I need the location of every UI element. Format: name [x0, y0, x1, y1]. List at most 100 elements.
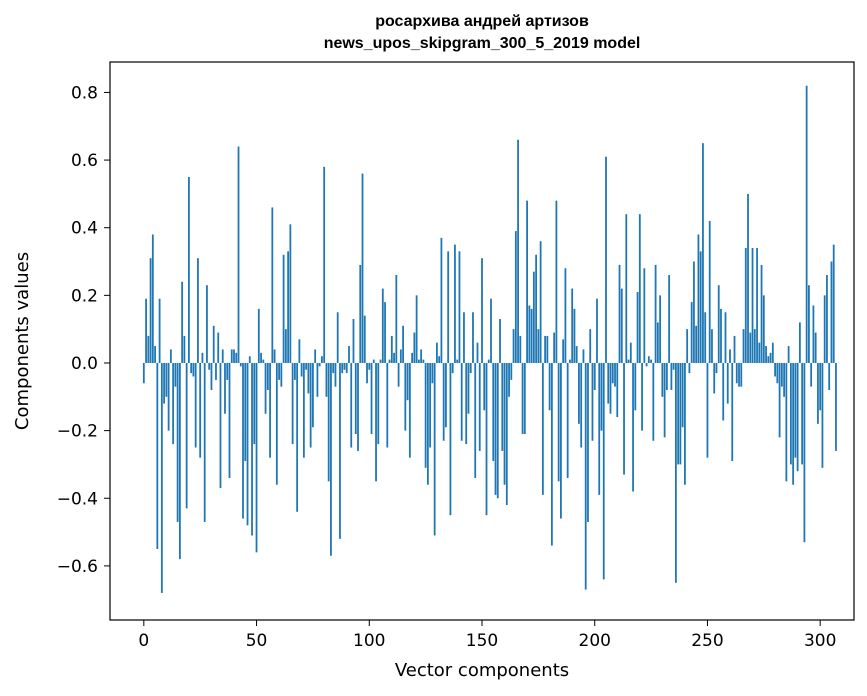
bar: [681, 362, 684, 428]
bar: [302, 362, 305, 458]
bar: [309, 362, 312, 448]
bar: [528, 305, 531, 363]
bar: [720, 308, 722, 363]
bar: [607, 362, 610, 404]
bar: [348, 346, 350, 363]
bar: [634, 362, 637, 411]
bar: [548, 362, 551, 411]
bar: [233, 349, 235, 363]
bar: [325, 362, 328, 397]
bar: [291, 362, 294, 445]
bar: [465, 362, 468, 445]
bar: [467, 362, 470, 414]
bar: [702, 143, 704, 363]
bar: [440, 237, 443, 363]
bar: [411, 352, 414, 363]
bar: [275, 362, 278, 485]
bar: [512, 329, 515, 363]
bar: [334, 362, 337, 387]
bar: [402, 325, 404, 363]
bar: [244, 362, 247, 462]
bar: [596, 298, 598, 363]
bar: [260, 352, 262, 363]
bar: [167, 362, 170, 431]
bar: [219, 362, 222, 489]
bar: [789, 362, 792, 465]
bar: [174, 362, 177, 387]
bar: [713, 362, 716, 394]
bar: [638, 214, 641, 363]
bar: [695, 325, 698, 363]
bar: [645, 362, 648, 367]
y-tick-label: 0.4: [71, 219, 98, 239]
bar: [684, 362, 686, 485]
bar: [828, 362, 831, 391]
bar: [760, 264, 763, 363]
bar: [578, 362, 580, 424]
bar: [372, 359, 375, 363]
bar: [463, 312, 465, 363]
bar: [794, 362, 797, 458]
bar: [711, 329, 713, 363]
bar: [422, 359, 425, 363]
bar: [366, 362, 368, 384]
bar: [735, 362, 738, 384]
bar: [287, 251, 290, 363]
bar: [393, 352, 395, 363]
bar: [431, 362, 434, 384]
bar: [145, 298, 147, 363]
bar: [156, 362, 159, 549]
bar: [149, 258, 152, 363]
bar: [614, 362, 616, 387]
bar: [194, 362, 197, 448]
bar: [451, 362, 454, 374]
bar: [643, 268, 646, 363]
bar: [785, 362, 788, 482]
bar: [345, 362, 348, 374]
bar: [715, 362, 718, 374]
bar: [668, 275, 671, 363]
bar: [751, 248, 754, 363]
bar: [562, 339, 565, 363]
bar: [266, 362, 269, 391]
bar: [375, 362, 377, 482]
bar: [300, 362, 303, 377]
bar: [510, 362, 513, 380]
bar: [239, 362, 242, 367]
bar: [830, 261, 833, 363]
bar: [280, 362, 283, 387]
bar: [487, 359, 490, 363]
bar: [370, 362, 373, 434]
bar: [620, 288, 623, 363]
bar: [589, 329, 592, 363]
bar: [436, 342, 438, 363]
bar: [539, 241, 542, 363]
bar: [460, 362, 463, 441]
bar: [352, 319, 355, 363]
bar: [611, 362, 614, 384]
bar: [185, 362, 188, 509]
bar: [289, 224, 292, 363]
y-axis-label: Components values: [12, 252, 33, 430]
bar: [314, 349, 317, 363]
bar: [819, 362, 822, 411]
bar: [321, 356, 323, 363]
bar: [226, 362, 229, 380]
bar: [339, 362, 341, 539]
bar: [501, 362, 504, 451]
bar: [357, 362, 359, 451]
bar: [269, 362, 271, 458]
bar: [163, 362, 166, 404]
bar: [647, 356, 650, 363]
bar: [636, 291, 639, 363]
bar: [598, 362, 601, 495]
bar: [273, 349, 276, 363]
bar: [544, 335, 547, 363]
bar: [699, 251, 702, 363]
bar: [492, 362, 495, 462]
bar: [395, 275, 398, 363]
bar: [429, 362, 432, 448]
bar: [390, 335, 393, 363]
bar: [251, 362, 253, 536]
bar: [679, 362, 682, 465]
